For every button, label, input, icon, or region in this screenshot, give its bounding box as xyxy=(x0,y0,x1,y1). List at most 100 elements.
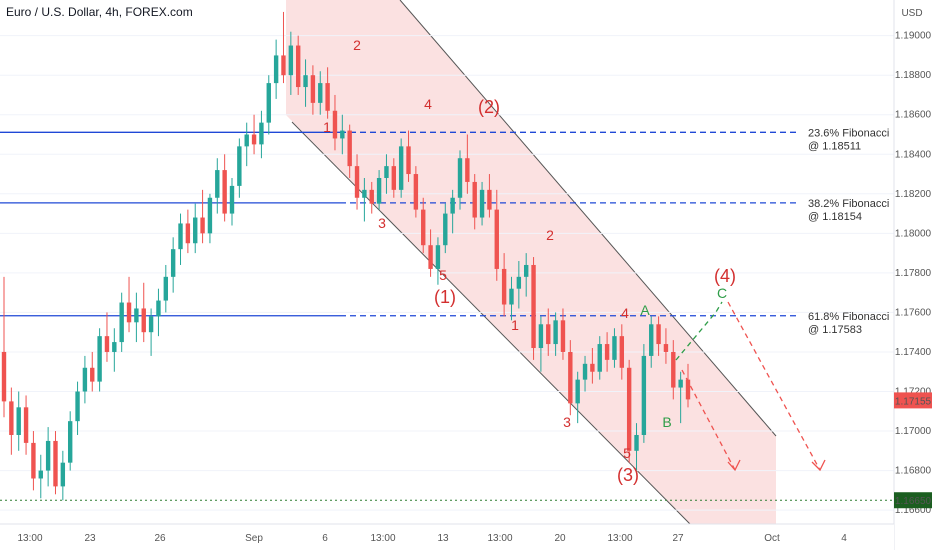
wave-label: 3 xyxy=(378,215,386,231)
x-tick-label: Sep xyxy=(245,533,263,544)
wave-label: 1 xyxy=(323,119,331,135)
projection-drop-path-1 xyxy=(681,369,736,471)
candle-body xyxy=(332,110,338,139)
candle-body xyxy=(222,170,227,214)
candle-body xyxy=(23,407,29,443)
candle-body xyxy=(575,379,580,404)
wave-label: 4 xyxy=(424,96,432,112)
wave-label: (4) xyxy=(714,266,736,286)
candle-body xyxy=(53,440,58,487)
candle-body xyxy=(362,189,367,198)
candle-body xyxy=(170,249,176,277)
candle-body xyxy=(156,300,161,317)
projection-drop-path-2 xyxy=(727,301,821,471)
candle-body xyxy=(112,342,117,352)
candle-body xyxy=(656,324,661,345)
price-axis[interactable] xyxy=(894,0,932,550)
wave-label: (2) xyxy=(478,97,500,117)
candle-body xyxy=(354,166,360,198)
candle-body xyxy=(237,146,242,186)
candle-body xyxy=(215,170,220,198)
candle-body xyxy=(251,134,257,145)
projection-abc-path xyxy=(675,301,723,361)
candle-body xyxy=(450,197,455,214)
candle-body xyxy=(119,302,124,343)
candle-body xyxy=(531,264,536,349)
wave-label: 2 xyxy=(546,227,554,243)
candle-body xyxy=(185,223,191,244)
candle-body xyxy=(340,130,345,139)
candle-body xyxy=(38,470,43,479)
x-tick-label: 13 xyxy=(437,533,449,544)
arrowhead-2 xyxy=(811,459,826,472)
y-tick-label: 1.18800 xyxy=(895,70,932,81)
candle-body xyxy=(612,336,617,360)
x-tick-label: 13:00 xyxy=(17,533,42,544)
candle-body xyxy=(501,268,507,305)
y-tick-label: 1.18600 xyxy=(895,110,932,121)
candle-body xyxy=(685,379,691,400)
wave-label: (3) xyxy=(617,465,639,485)
y-tick-label: 1.17400 xyxy=(895,347,932,358)
candle-body xyxy=(663,344,669,352)
candle-body xyxy=(126,302,132,323)
candle-body xyxy=(649,324,654,356)
candle-body xyxy=(60,462,66,487)
candle-body xyxy=(1,351,7,402)
candle-body xyxy=(516,276,522,289)
candle-body xyxy=(678,379,683,388)
candle-body xyxy=(435,245,441,269)
candle-body xyxy=(538,324,544,349)
candle-body xyxy=(67,421,73,463)
candle-body xyxy=(384,166,389,178)
wave-label: A xyxy=(640,302,650,318)
wave-label: 5 xyxy=(439,267,447,283)
y-tick-label: 1.16800 xyxy=(895,466,932,477)
wave-label: 1 xyxy=(511,317,519,333)
candle-body xyxy=(31,442,36,479)
candle-body xyxy=(97,336,102,382)
time-axis[interactable] xyxy=(0,524,894,550)
fib-value-label: @ 1.18511 xyxy=(808,140,861,152)
candle-body xyxy=(207,197,213,234)
fib-label: 38.2% Fibonacci xyxy=(808,198,889,210)
candle-body xyxy=(310,75,316,103)
candle-body xyxy=(303,75,308,88)
x-tick-label: 20 xyxy=(554,533,566,544)
candle-body xyxy=(193,217,198,244)
candle-body xyxy=(553,320,558,345)
candle-body xyxy=(398,146,404,190)
y-tick-label: 1.19000 xyxy=(895,31,932,42)
candle-body xyxy=(376,177,382,204)
candle-body xyxy=(141,308,146,333)
candle-body xyxy=(200,217,205,234)
currency-label: USD xyxy=(901,8,922,19)
y-tick-label: 1.18200 xyxy=(895,189,932,200)
last-price-label: 1.17155 xyxy=(895,396,932,407)
y-tick-label: 1.17000 xyxy=(895,426,932,437)
candle-body xyxy=(391,166,397,190)
support-price-label: 1.16650 xyxy=(895,496,932,507)
candle-body xyxy=(163,276,169,301)
fib-label: 61.8% Fibonacci xyxy=(808,311,889,323)
y-tick-label: 1.18400 xyxy=(895,149,932,160)
wave-label: 2 xyxy=(353,37,361,53)
candle-body xyxy=(604,344,610,360)
candle-body xyxy=(523,264,529,277)
y-tick-label: 1.17600 xyxy=(895,307,932,318)
candle-body xyxy=(318,83,323,103)
candle-body xyxy=(428,245,433,269)
candle-body xyxy=(9,401,14,435)
wave-label: C xyxy=(717,285,727,301)
candle-body xyxy=(479,189,485,218)
y-tick-label: 1.17200 xyxy=(895,387,932,398)
candle-body xyxy=(295,45,301,88)
candle-body xyxy=(16,407,21,435)
candle-body xyxy=(347,130,352,167)
candle-body xyxy=(641,355,647,435)
candle-body xyxy=(509,288,514,305)
candle-body xyxy=(487,189,492,210)
candle-body xyxy=(619,336,625,368)
